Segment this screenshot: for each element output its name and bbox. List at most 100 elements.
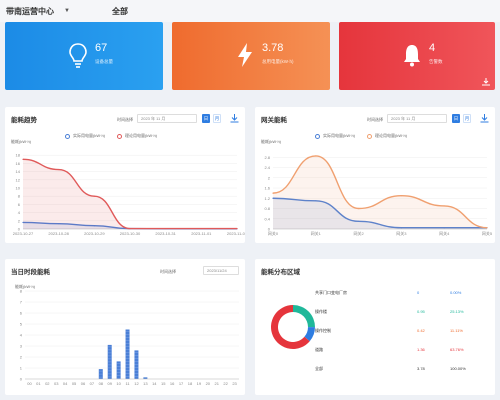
y-tick-label: 2.4 [264,165,270,170]
legend-label: 理论用电量(kW·h) [125,133,157,138]
y-axis-label: 能耗(kW·h) [11,138,32,144]
x-tick-label: 20 [206,381,211,386]
bar [116,361,121,379]
kpi-value: 67 [95,42,108,54]
x-tick-label: 19 [197,381,202,386]
series-area [273,155,487,229]
x-tick-label: 14 [152,381,157,386]
x-tick-label: 05 [72,381,77,386]
distribution-row-value: 1.36 [417,347,425,352]
x-tick-label: 17 [179,381,184,386]
date-picker[interactable]: 2023/11/24 [203,266,239,275]
x-tick-label: 01 [36,381,41,386]
x-tick-label: 2023-10-31 [155,231,176,236]
data-point [358,220,360,222]
pie-slice [293,305,315,328]
x-tick-label: 15 [161,381,166,386]
download-icon[interactable] [482,78,490,86]
y-tick-label: 1.6 [264,186,270,191]
day-button[interactable]: 日 [202,114,210,123]
x-tick-label: 06 [81,381,86,386]
day-button[interactable]: 日 [452,114,460,123]
y-tick-label: 4 [18,210,21,215]
y-tick-label: 12 [16,177,21,182]
data-point [358,207,360,210]
x-tick-label: 2023-11-02 [227,231,245,236]
bar [143,377,148,379]
org-title: 带南运营中心 [6,6,54,16]
data-point [129,227,131,230]
card-title: 网关能耗 [261,117,287,124]
y-tick-label: 5 [20,322,23,327]
y-tick-label: 4 [20,333,23,338]
y-tick-label: 7 [20,300,23,305]
x-tick-label: 网关5 [482,230,493,236]
x-tick-label: 11 [125,381,130,386]
x-tick-label: 网关3 [396,230,407,236]
data-point [200,227,202,230]
pie-slice [304,327,315,342]
range-label: 时间选择 [160,269,176,274]
y-tick-label: 6 [18,202,21,207]
y-tick-label: 0 [18,227,21,232]
x-tick-label: 10 [116,381,121,386]
date-picker[interactable]: 2023 年 11 月 [137,114,197,123]
kpi-label: 告警数 [429,59,443,64]
distribution-row-name: 操作控制 [315,328,331,333]
distribution-row-name: 操作楼 [315,309,327,314]
distribution-row-value: 3.78 [417,366,425,371]
kpi-card-power: 3.78 总用电量(kW·h) [172,22,330,90]
data-point [58,168,60,171]
kpi-value: 3.78 [262,42,284,54]
x-tick-label: 13 [143,381,148,386]
distribution-row-value: 0.42 [417,328,425,333]
y-tick-label: 0 [20,377,23,382]
month-button[interactable]: 月 [463,114,471,123]
y-tick-label: 1.2 [264,196,270,201]
org-dropdown-chevron-icon[interactable]: ▼ [64,8,70,14]
download-icon[interactable] [230,114,239,123]
lightning-icon [238,43,252,67]
y-axis-label: 能耗(kW·h) [261,138,282,144]
y-tick-label: 1 [20,366,23,371]
y-tick-label: 10 [16,186,21,191]
x-tick-label: 网关0 [268,230,279,236]
scope-select[interactable]: 全部 [111,6,128,16]
kpi-value: 4 [429,42,436,54]
card-title: 当日时段能耗 [11,269,50,276]
x-tick-label: 2023-11-01 [191,231,212,236]
x-tick-label: 09 [107,381,112,386]
energy-trend-chart: 能耗(kW·h) 0 2 4 6 8 10 12 14 16 18 2023-10-27 2023-10… [11,138,245,236]
y-tick-label: 2.8 [264,155,270,160]
distribution-row-name: 道路 [315,347,323,352]
data-point [486,227,488,229]
month-button[interactable]: 月 [213,114,221,123]
legend-marker [367,133,372,139]
bar [125,329,130,379]
gateway-energy-chart: 能耗(kW·h) 0 0.4 0.8 1.2 1.6 2 2.4 2.8 网关0 网关1 网关2 网关3… [261,138,493,236]
data-point [165,227,167,230]
data-point [400,195,402,197]
download-icon[interactable] [480,114,489,123]
x-tick-label: 网关4 [439,230,450,236]
data-point [443,227,445,229]
x-tick-label: 网关1 [311,230,322,236]
x-tick-label: 02 [45,381,50,386]
y-tick-label: 14 [16,169,21,174]
lightbulb-icon [69,43,87,68]
y-tick-label: 0.4 [264,216,270,221]
legend-marker [65,133,70,139]
distribution-row-name: 全部 [315,366,323,371]
series-area [23,222,237,229]
x-tick-label: 2023-10-29 [84,231,105,236]
data-point [315,200,317,202]
kpi-card-alarms: 4 告警数 [339,22,495,90]
y-tick-label: 0.8 [264,206,270,211]
y-tick-label: 18 [16,153,21,158]
distribution-row-percent: 100.00% [450,366,466,371]
hourly-card: 当日时段能耗 时间选择 2023/11/24 能耗(kW·h) 0 1 2 3 4 5 6 7 8… [5,259,245,395]
legend: 实际用电量(kW·h) 理论用电量(kW·h) [315,133,407,139]
data-point [93,195,95,197]
x-tick-label: 00 [27,381,32,386]
date-picker[interactable]: 2023 年 11 月 [387,114,447,123]
